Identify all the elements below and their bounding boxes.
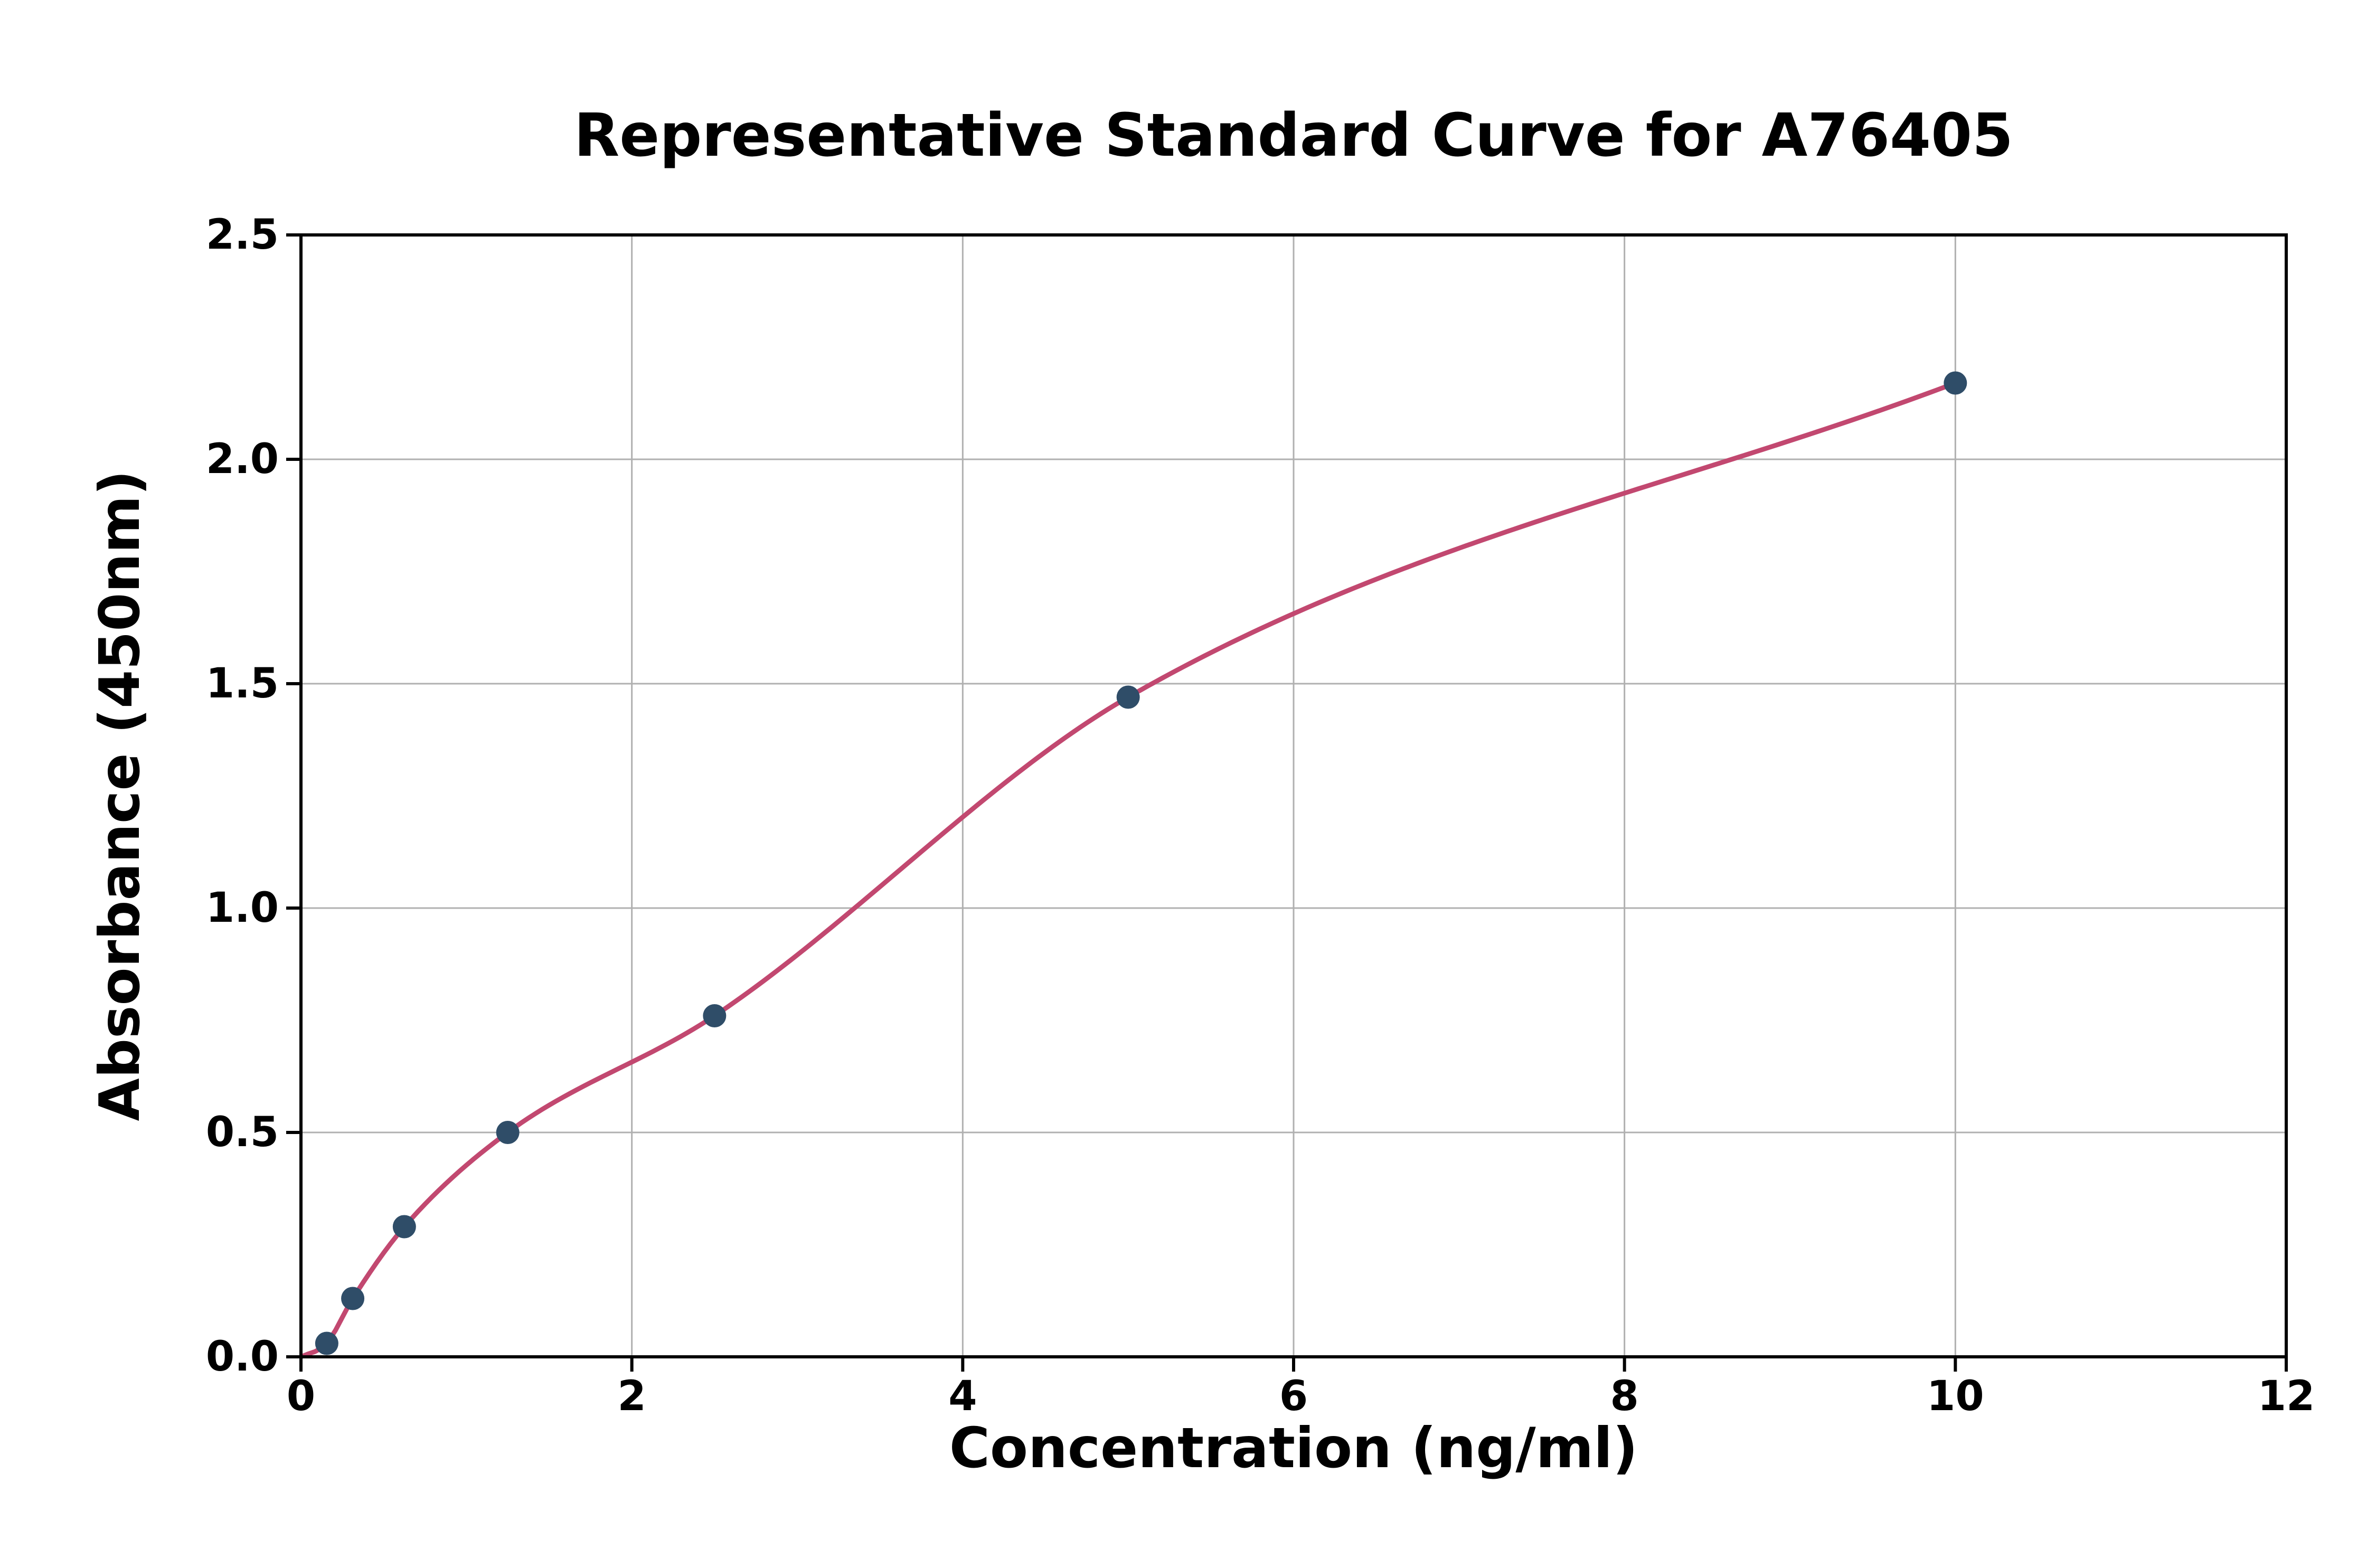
data-point [496, 1121, 520, 1144]
x-tick-label: 8 [1610, 1373, 1639, 1420]
y-tick-label: 1.5 [206, 660, 279, 707]
chart-title: Representative Standard Curve for A76405 [574, 101, 2013, 170]
data-point [1116, 685, 1140, 709]
y-tick-label: 2.5 [206, 211, 279, 259]
y-tick-label: 1.0 [206, 884, 279, 932]
x-tick-label: 10 [1927, 1373, 1984, 1420]
x-axis-title: Concentration (ng/ml) [949, 1416, 1638, 1480]
data-point [392, 1215, 416, 1239]
y-tick-label: 0.0 [206, 1333, 279, 1381]
data-point [703, 1004, 727, 1027]
data-point [315, 1331, 338, 1355]
x-tick-label: 0 [287, 1373, 315, 1420]
x-tick-label: 12 [2258, 1373, 2315, 1420]
y-tick-label: 0.5 [206, 1109, 279, 1156]
x-tick-label: 4 [948, 1373, 977, 1420]
data-point [341, 1287, 365, 1310]
x-tick-label: 2 [618, 1373, 646, 1420]
y-tick-label: 2.0 [206, 436, 279, 483]
x-tick-label: 6 [1279, 1373, 1308, 1420]
data-point [1944, 371, 1967, 395]
fit-curve [298, 381, 1958, 1359]
